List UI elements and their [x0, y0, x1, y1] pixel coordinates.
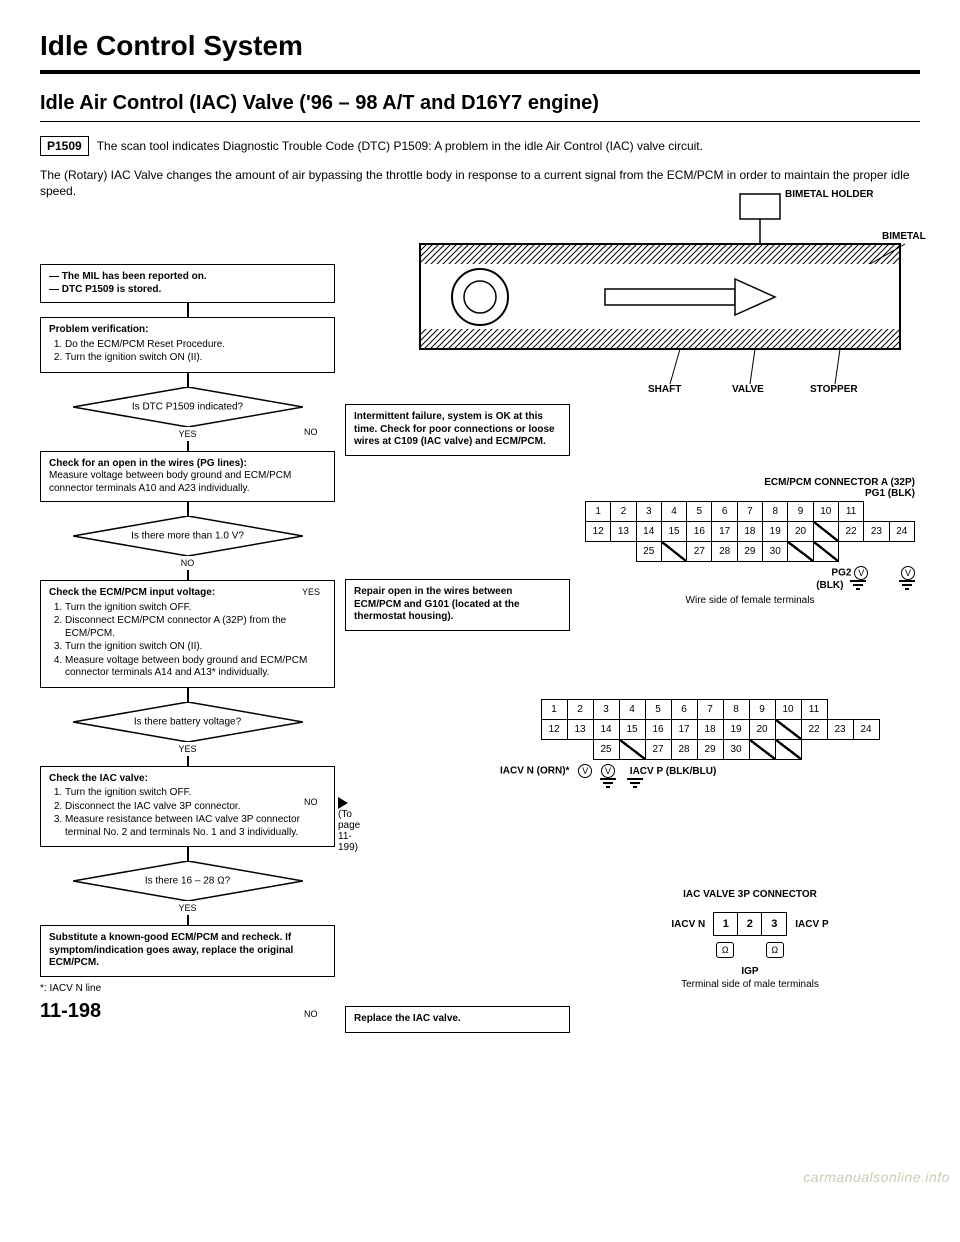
flow-decision3: Is there battery voltage?: [73, 702, 303, 742]
flow-decision4: Is there 16 – 28 Ω?: [73, 861, 303, 901]
flow-start-box: — The MIL has been reported on. — DTC P1…: [40, 264, 335, 303]
divider-thin: [40, 121, 920, 122]
flow-final-box: Substitute a known-good ECM/PCM and rech…: [40, 925, 335, 977]
flow-step1: Problem verification: Do the ECM/PCM Res…: [40, 317, 335, 373]
flow-dec3-no-ref: (To page 11-199): [338, 809, 360, 853]
flow-decision1: Is DTC P1509 indicated?: [73, 387, 303, 427]
page-title: Idle Control System: [40, 30, 920, 62]
ecm-pcm-connector-b: 1234 567 891011 12131415 16171819 202223…: [500, 699, 920, 791]
dtc-code-box: P1509: [40, 136, 89, 156]
dtc-description: The scan tool indicates Diagnostic Troub…: [97, 139, 703, 153]
iac-3p-connector: IAC VALVE 3P CONNECTOR IACV N 1 2 3 IACV…: [600, 889, 900, 990]
flow-decision2: Is there more than 1.0 V?: [73, 516, 303, 556]
iac-valve-diagram: BIMETAL HOLDER BIMETAL SHAFT VALVE STOPP…: [410, 189, 910, 399]
divider-heavy: [40, 70, 920, 74]
flowchart: — The MIL has been reported on. — DTC P1…: [40, 209, 335, 1023]
page-number: 11-198: [40, 1000, 335, 1023]
ecm-pcm-connector-a: ECM/PCM CONNECTOR A (32P) PG1 (BLK) 1234…: [585, 477, 915, 606]
flow-step3: Check the ECM/PCM input voltage: Turn th…: [40, 580, 335, 688]
flow-step4: Check the IAC valve: Turn the ignition s…: [40, 766, 335, 848]
arrow-right-icon: [338, 797, 348, 809]
footnote: *: IACV N line: [40, 983, 335, 994]
dtc-line: P1509 The scan tool indicates Diagnostic…: [40, 136, 920, 156]
flow-dec2-yes-box: Repair open in the wires between ECM/PCM…: [345, 579, 570, 631]
section-subtitle: Idle Air Control (IAC) Valve ('96 – 98 A…: [40, 92, 920, 115]
flow-dec1-no-box: Intermittent failure, system is OK at th…: [345, 404, 570, 456]
watermark: carmanualsonline.info: [803, 1169, 950, 1185]
flow-step2: Check for an open in the wires (PG lines…: [40, 451, 335, 503]
flow-dec4-no-box: Replace the IAC valve.: [345, 1006, 570, 1033]
